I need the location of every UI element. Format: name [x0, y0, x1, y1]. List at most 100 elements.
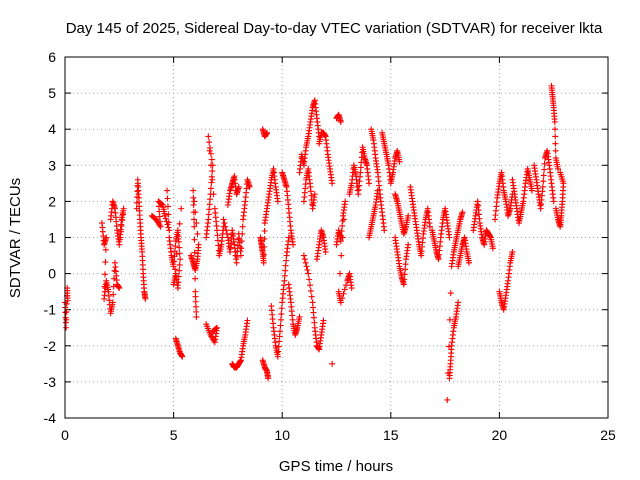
- y-tick-label: -1: [44, 302, 57, 318]
- data-point: [260, 259, 267, 266]
- data-point: [214, 237, 221, 244]
- y-tick-label: 4: [48, 121, 56, 137]
- data-point: [235, 183, 242, 190]
- data-point: [402, 261, 409, 268]
- data-point: [164, 203, 171, 210]
- data-point: [177, 256, 184, 263]
- data-point: [194, 230, 201, 237]
- axis-ticks: [64, 56, 609, 419]
- data-point: [307, 282, 314, 289]
- data-point: [176, 244, 183, 251]
- data-point: [233, 259, 240, 266]
- data-point: [446, 234, 453, 241]
- data-point: [274, 353, 281, 360]
- data-point: [64, 297, 71, 304]
- data-point: [207, 150, 214, 157]
- data-point: [309, 299, 316, 306]
- data-point: [374, 187, 381, 194]
- data-point: [206, 201, 213, 208]
- data-point: [539, 183, 546, 190]
- data-point: [190, 187, 197, 194]
- data-point: [459, 209, 466, 216]
- data-point: [310, 309, 317, 316]
- data-point: [116, 241, 123, 248]
- data-point: [191, 236, 198, 243]
- x-tick-label: 25: [600, 427, 616, 443]
- data-point: [338, 233, 345, 240]
- data-point: [102, 246, 109, 253]
- data-point: [165, 211, 172, 218]
- data-point: [301, 256, 308, 263]
- data-point: [179, 353, 186, 360]
- data-point: [116, 285, 123, 292]
- data-point: [400, 281, 407, 288]
- data-point: [118, 228, 125, 235]
- plot-frame: [64, 56, 609, 419]
- y-tick-label: 3: [48, 157, 56, 173]
- data-point: [205, 133, 212, 140]
- data-point: [205, 216, 212, 223]
- data-point: [276, 338, 283, 345]
- data-point: [337, 238, 344, 245]
- data-point: [214, 232, 221, 239]
- data-point: [192, 275, 199, 282]
- data-point: [555, 165, 562, 172]
- data-point: [278, 311, 285, 318]
- data-point: [191, 223, 198, 230]
- data-point: [405, 241, 412, 248]
- data-point: [357, 164, 364, 171]
- y-tick-label: -2: [44, 338, 57, 354]
- data-point: [63, 316, 70, 323]
- data-point: [118, 222, 125, 229]
- data-point: [447, 290, 454, 297]
- data-point: [193, 220, 200, 227]
- data-point: [161, 212, 168, 219]
- data-point: [119, 211, 126, 218]
- data-point: [426, 223, 433, 230]
- data-point: [178, 205, 185, 212]
- x-axis-label: GPS time / hours: [279, 458, 393, 475]
- data-point: [193, 313, 200, 320]
- data-point: [235, 236, 242, 243]
- data-point: [275, 343, 282, 350]
- data-point: [172, 266, 179, 273]
- data-point: [540, 172, 547, 179]
- x-tick-label: 20: [492, 427, 508, 443]
- data-point: [320, 317, 327, 324]
- data-point: [339, 295, 346, 302]
- data-point: [110, 291, 117, 298]
- data-point: [192, 298, 199, 305]
- data-point: [156, 213, 163, 220]
- data-point: [191, 198, 198, 205]
- data-point: [282, 262, 289, 269]
- data-point: [222, 223, 229, 230]
- data-point: [336, 270, 343, 277]
- data-point: [396, 158, 403, 165]
- data-point: [322, 248, 329, 255]
- data-point: [528, 187, 535, 194]
- data-point: [118, 221, 125, 228]
- data-point: [278, 305, 285, 312]
- data-point: [111, 267, 118, 274]
- data-point: [206, 147, 213, 154]
- data-point: [540, 178, 547, 185]
- data-point: [208, 156, 215, 163]
- data-point: [329, 360, 336, 367]
- y-tick-label: 5: [48, 85, 56, 101]
- data-point: [237, 252, 244, 259]
- y-tick-label: 6: [48, 49, 56, 65]
- data-point: [176, 261, 183, 268]
- data-point: [191, 262, 198, 269]
- data-point: [302, 259, 309, 266]
- data-point: [338, 252, 345, 259]
- data-point: [446, 316, 453, 323]
- x-tick-label: 10: [274, 427, 290, 443]
- data-point: [63, 324, 70, 331]
- data-point: [340, 216, 347, 223]
- data-point: [164, 187, 171, 194]
- data-point: [176, 250, 183, 257]
- data-points: [62, 82, 567, 403]
- data-point: [215, 242, 222, 249]
- data-point: [142, 295, 149, 302]
